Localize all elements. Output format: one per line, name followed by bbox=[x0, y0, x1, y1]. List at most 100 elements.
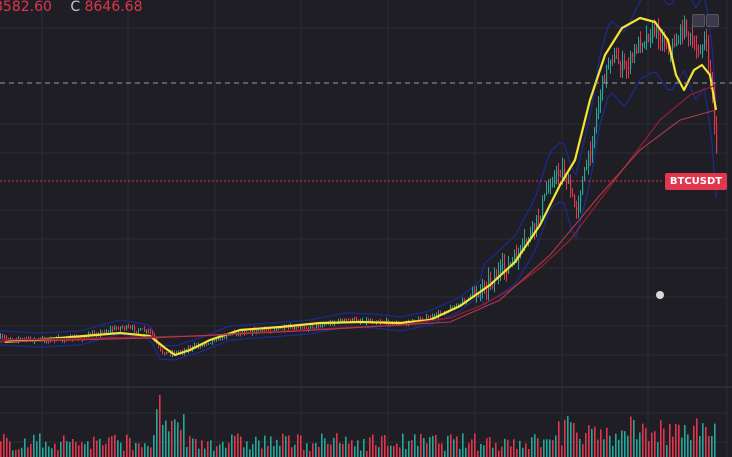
candle-body bbox=[604, 76, 606, 83]
candle-body bbox=[94, 333, 96, 335]
candle-body bbox=[586, 167, 588, 169]
volume-bar bbox=[594, 426, 596, 457]
volume-bar bbox=[390, 445, 392, 457]
candle-body bbox=[564, 168, 566, 177]
volume-bar bbox=[489, 436, 491, 457]
volume-series bbox=[0, 395, 716, 457]
candle-body bbox=[706, 39, 708, 41]
volume-bar bbox=[159, 395, 161, 457]
candle-body bbox=[460, 303, 462, 305]
candle-body bbox=[338, 319, 340, 323]
candle-body bbox=[474, 289, 476, 295]
candle-body bbox=[714, 92, 716, 126]
volume-bar bbox=[540, 447, 542, 457]
candle-body bbox=[638, 39, 640, 53]
volume-bar bbox=[462, 433, 464, 457]
volume-bar bbox=[495, 443, 497, 457]
candle-body bbox=[536, 216, 538, 229]
candle-body bbox=[304, 328, 306, 330]
volume-bar bbox=[222, 441, 224, 457]
volume-bar bbox=[351, 440, 353, 457]
candle-body bbox=[294, 326, 296, 329]
candle-body bbox=[544, 193, 546, 200]
candle-body bbox=[546, 192, 548, 194]
volume-bar bbox=[51, 448, 53, 457]
candle-body bbox=[276, 329, 278, 331]
candle-body bbox=[704, 39, 706, 45]
candle-body bbox=[120, 326, 122, 330]
volume-bar bbox=[81, 442, 83, 457]
volume-bar bbox=[117, 440, 119, 457]
candle-body bbox=[498, 270, 500, 278]
window-buttons-icon[interactable] bbox=[706, 14, 719, 27]
candle-body bbox=[590, 151, 592, 157]
volume-bar bbox=[60, 441, 62, 457]
candle-body bbox=[582, 180, 584, 195]
volume-bar bbox=[189, 436, 191, 457]
candle-body bbox=[642, 43, 644, 46]
candle-body bbox=[428, 317, 430, 318]
volume-bar bbox=[54, 443, 56, 457]
volume-bar bbox=[96, 440, 98, 457]
volume-bar bbox=[573, 423, 575, 457]
volume-bar bbox=[393, 446, 395, 457]
candle-body bbox=[126, 326, 128, 329]
volume-bar bbox=[252, 444, 254, 457]
window-buttons-icon[interactable] bbox=[692, 14, 705, 27]
candle-body bbox=[268, 330, 270, 332]
volume-bar bbox=[471, 439, 473, 457]
candle-body bbox=[66, 340, 68, 342]
candle-body bbox=[354, 318, 356, 320]
volume-bar bbox=[132, 450, 134, 457]
candle-body bbox=[504, 263, 506, 270]
volume-bar bbox=[39, 433, 41, 457]
volume-bar bbox=[651, 432, 653, 457]
candle-body bbox=[668, 47, 670, 53]
candle-body bbox=[344, 318, 346, 320]
candle-body bbox=[348, 319, 350, 321]
candle-body bbox=[176, 352, 178, 355]
candle-body bbox=[672, 42, 674, 49]
volume-bar bbox=[399, 447, 401, 457]
candle-body bbox=[318, 324, 320, 327]
candle-body bbox=[144, 329, 146, 332]
volume-bar bbox=[648, 441, 650, 457]
volume-bar bbox=[192, 438, 194, 457]
volume-bar bbox=[153, 435, 155, 457]
candle-body bbox=[132, 327, 134, 329]
candle-body bbox=[496, 276, 498, 278]
candle-body bbox=[624, 60, 626, 66]
candle-body bbox=[628, 68, 630, 70]
candle-body bbox=[214, 339, 216, 341]
volume-bar bbox=[105, 443, 107, 457]
volume-bar bbox=[480, 444, 482, 457]
candle-body bbox=[684, 20, 686, 37]
volume-bar bbox=[246, 441, 248, 457]
volume-bar bbox=[483, 445, 485, 457]
candle-body bbox=[610, 59, 612, 65]
volume-bar bbox=[432, 435, 434, 457]
volume-bar bbox=[108, 437, 110, 457]
candle-body bbox=[8, 338, 10, 340]
candle-body bbox=[644, 42, 646, 44]
candle-body bbox=[158, 342, 160, 347]
volume-bar bbox=[618, 439, 620, 457]
volume-bar bbox=[366, 451, 368, 457]
volume-bar bbox=[147, 445, 149, 457]
volume-bar bbox=[228, 442, 230, 457]
candle-body bbox=[602, 76, 604, 94]
candle-body bbox=[150, 330, 152, 332]
volume-bar bbox=[633, 419, 635, 457]
volume-bar bbox=[468, 443, 470, 457]
candle-body bbox=[512, 260, 514, 263]
candle-body bbox=[558, 170, 560, 176]
candle-body bbox=[664, 37, 666, 46]
candle-body bbox=[588, 151, 590, 168]
candle-body bbox=[470, 294, 472, 298]
candle-body bbox=[438, 312, 440, 317]
candle-body bbox=[218, 336, 220, 341]
volume-bar bbox=[369, 437, 371, 457]
candle-body bbox=[540, 216, 542, 219]
